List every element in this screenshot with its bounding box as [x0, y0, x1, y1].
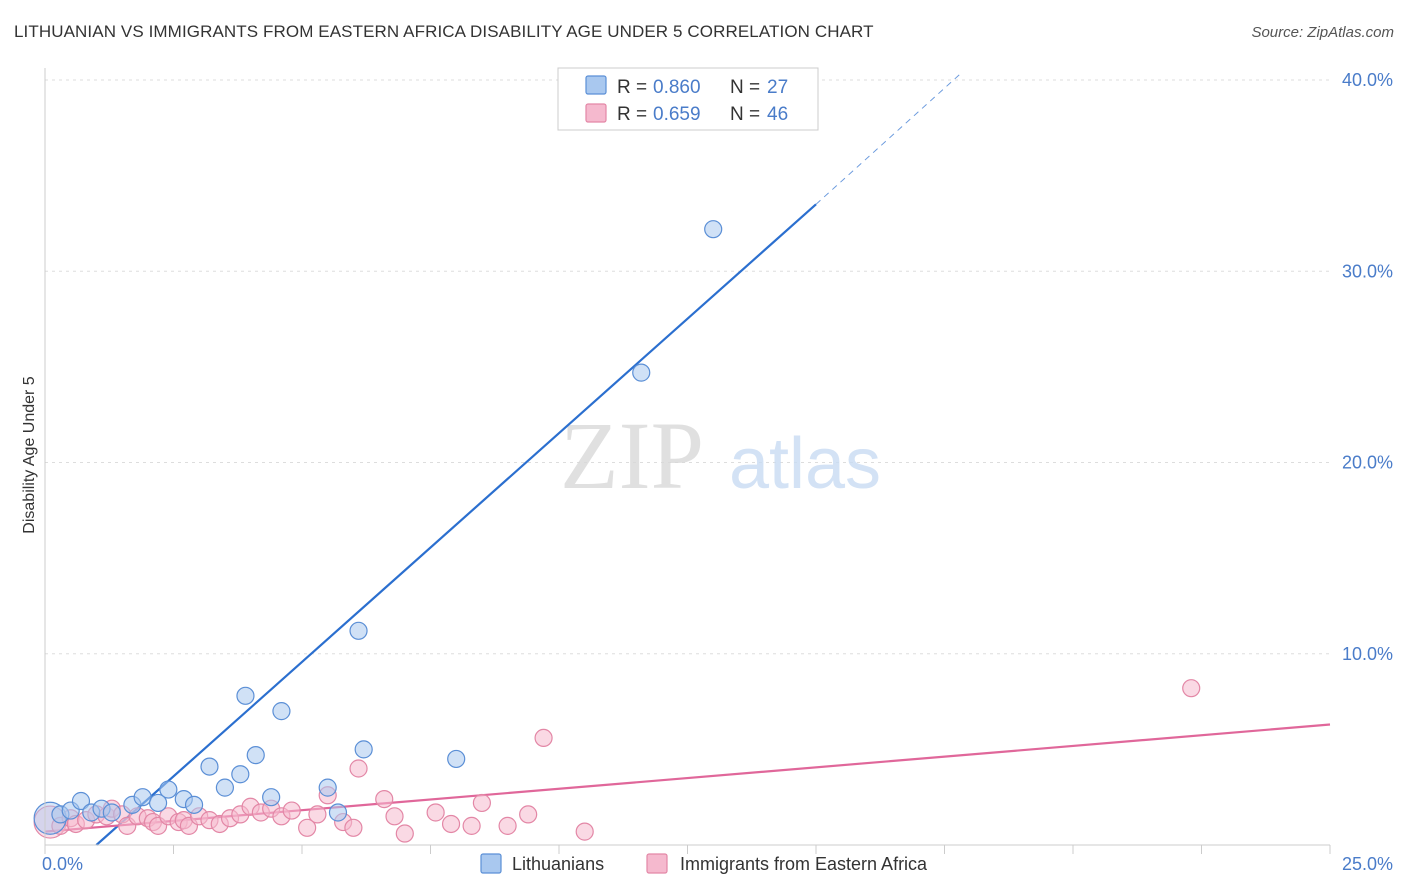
- data-point-lithuanians: [71, 791, 91, 811]
- data-point-eastern-africa: [1182, 679, 1201, 698]
- legend-r-label-2: R =: [617, 104, 647, 125]
- data-point-eastern-africa: [441, 814, 461, 834]
- legend-n-value-1: 27: [767, 77, 788, 98]
- chart-source: Source: ZipAtlas.com: [1251, 24, 1394, 41]
- data-point-eastern-africa: [395, 824, 414, 843]
- data-points: [33, 220, 1201, 843]
- trend-line-lithuanians-extension: [815, 73, 961, 205]
- data-point-lithuanians: [148, 793, 168, 813]
- stats-legend: R = 0.860 N = 27 R = 0.659 N = 46: [557, 67, 819, 131]
- y-tick-label: 20.0%: [1342, 453, 1393, 473]
- data-point-eastern-africa: [298, 818, 317, 837]
- x-tick-max: 25.0%: [1342, 854, 1393, 874]
- data-point-lithuanians: [184, 795, 204, 814]
- legend-n-label-2: N =: [730, 104, 760, 125]
- data-point-eastern-africa: [385, 807, 404, 826]
- data-point-lithuanians: [447, 749, 466, 769]
- data-point-eastern-africa: [426, 803, 445, 822]
- y-tick-label: 40.0%: [1342, 70, 1393, 90]
- bottom-legend-label-eastern-africa: Immigrants from Eastern Africa: [680, 854, 928, 874]
- data-point-eastern-africa: [534, 728, 553, 748]
- bottom-legend-label-lithuanians: Lithuanians: [512, 854, 604, 874]
- axes: [44, 68, 1331, 854]
- data-point-eastern-africa: [344, 818, 363, 837]
- data-point-lithuanians: [236, 686, 255, 705]
- x-tick-min: 0.0%: [42, 854, 83, 874]
- data-point-lithuanians: [318, 778, 337, 797]
- data-point-lithuanians: [349, 621, 368, 640]
- data-point-lithuanians: [215, 778, 234, 797]
- data-point-eastern-africa: [349, 759, 368, 778]
- data-point-eastern-africa: [472, 793, 491, 813]
- data-point-eastern-africa: [462, 816, 481, 835]
- legend-n-label-1: N =: [730, 77, 760, 98]
- data-point-lithuanians: [159, 780, 178, 799]
- data-point-eastern-africa: [282, 801, 301, 820]
- bottom-legend-swatch-eastern-africa: [646, 853, 668, 874]
- bottom-legend-swatch-lithuanians: [480, 853, 502, 874]
- series-legend: Lithuanians Immigrants from Eastern Afri…: [480, 853, 928, 874]
- watermark-zip: ZIP: [560, 402, 704, 509]
- data-point-lithuanians: [262, 788, 281, 807]
- data-point-lithuanians: [328, 803, 348, 822]
- data-point-eastern-africa: [519, 805, 538, 824]
- watermark-atlas: atlas: [729, 424, 881, 504]
- legend-swatch-lithuanians: [585, 75, 607, 95]
- y-tick-label: 30.0%: [1342, 261, 1393, 281]
- trend-line-lithuanians: [95, 203, 817, 846]
- data-point-lithuanians: [632, 363, 651, 382]
- legend-swatch-eastern-africa: [585, 103, 607, 123]
- y-axis-label: Disability Age Under 5: [21, 376, 38, 534]
- data-point-eastern-africa: [498, 816, 517, 835]
- data-point-lithuanians: [133, 788, 152, 807]
- legend-r-value-2: 0.659: [653, 104, 701, 125]
- chart-title: LITHUANIAN VS IMMIGRANTS FROM EASTERN AF…: [14, 22, 874, 41]
- y-tick-label: 10.0%: [1342, 644, 1393, 664]
- data-point-lithuanians: [246, 746, 265, 765]
- data-point-lithuanians: [231, 765, 250, 784]
- legend-r-label-1: R =: [617, 77, 647, 98]
- grid-lines: 10.0% 20.0% 30.0% 40.0%: [45, 70, 1393, 664]
- legend-r-value-1: 0.860: [653, 77, 701, 98]
- data-point-eastern-africa: [575, 822, 594, 841]
- data-point-eastern-africa: [375, 789, 394, 809]
- legend-n-value-2: 46: [767, 104, 788, 125]
- data-point-lithuanians: [354, 740, 373, 759]
- data-point-eastern-africa: [308, 805, 327, 824]
- data-point-lithuanians: [200, 757, 219, 776]
- data-point-lithuanians: [102, 803, 121, 822]
- data-point-lithuanians: [272, 702, 291, 721]
- data-point-lithuanians: [704, 220, 723, 239]
